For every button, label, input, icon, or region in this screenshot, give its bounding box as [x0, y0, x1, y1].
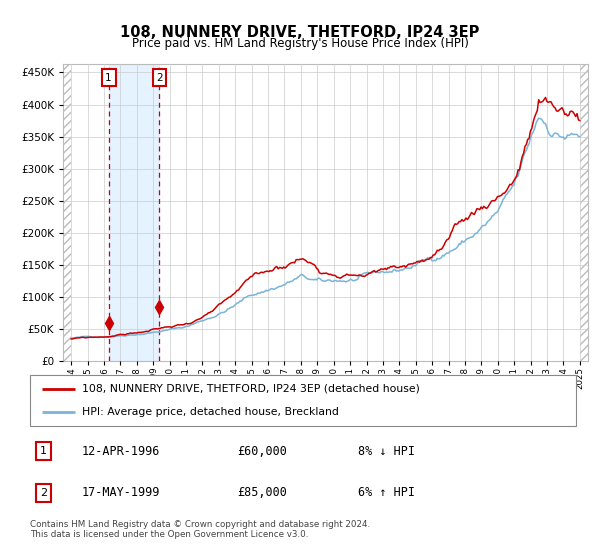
Text: 108, NUNNERY DRIVE, THETFORD, IP24 3EP (detached house): 108, NUNNERY DRIVE, THETFORD, IP24 3EP (…	[82, 384, 420, 394]
Text: 6% ↑ HPI: 6% ↑ HPI	[358, 486, 415, 500]
Text: £85,000: £85,000	[238, 486, 287, 500]
Text: 12-APR-1996: 12-APR-1996	[82, 445, 160, 458]
Bar	[63, 64, 71, 361]
Text: 8% ↓ HPI: 8% ↓ HPI	[358, 445, 415, 458]
Text: 2: 2	[40, 488, 47, 498]
Text: HPI: Average price, detached house, Breckland: HPI: Average price, detached house, Brec…	[82, 407, 339, 417]
Text: 17-MAY-1999: 17-MAY-1999	[82, 486, 160, 500]
Text: £60,000: £60,000	[238, 445, 287, 458]
Text: 1: 1	[40, 446, 47, 456]
Text: 1: 1	[105, 73, 112, 83]
Text: 2: 2	[156, 73, 163, 83]
Text: Contains HM Land Registry data © Crown copyright and database right 2024.
This d: Contains HM Land Registry data © Crown c…	[30, 520, 370, 539]
FancyBboxPatch shape	[30, 375, 576, 426]
Text: 108, NUNNERY DRIVE, THETFORD, IP24 3EP: 108, NUNNERY DRIVE, THETFORD, IP24 3EP	[121, 25, 479, 40]
Bar	[109, 64, 160, 361]
Bar	[580, 64, 588, 361]
Text: Price paid vs. HM Land Registry's House Price Index (HPI): Price paid vs. HM Land Registry's House …	[131, 37, 469, 50]
